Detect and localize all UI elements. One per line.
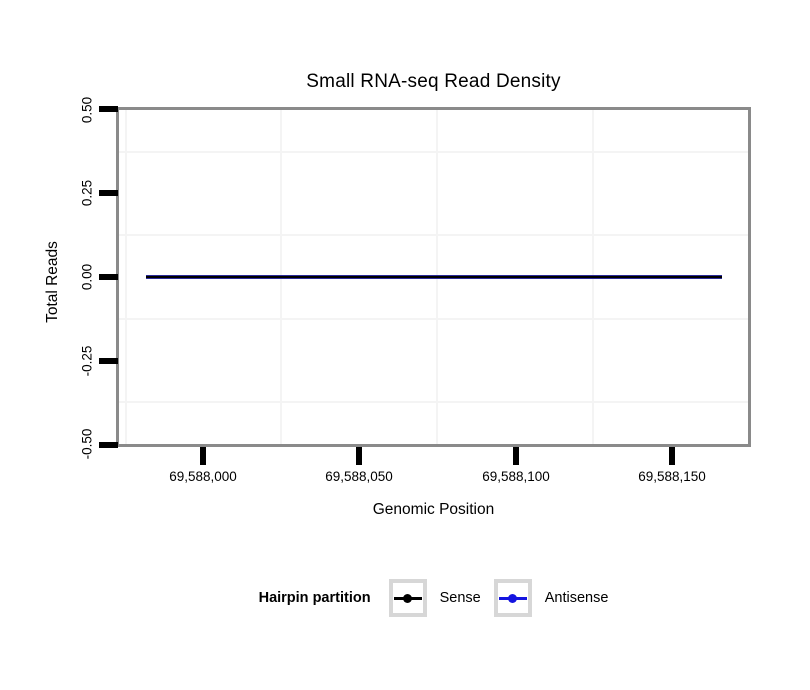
y-tick-mark <box>99 106 118 112</box>
y-tick-mark <box>99 274 118 280</box>
legend-key-sense <box>388 579 427 617</box>
y-tick-label: 0.25 <box>79 179 95 207</box>
sense-point-swatch-icon <box>403 593 413 603</box>
plot-panel <box>116 107 751 447</box>
gridline-horizontal <box>119 317 748 320</box>
x-tick-mark <box>669 447 675 465</box>
x-tick-label: 69,588,050 <box>325 469 393 484</box>
legend-title: Hairpin partition <box>258 590 371 606</box>
sense-line <box>146 276 723 278</box>
gridline-vertical <box>124 110 127 444</box>
gridline-horizontal <box>119 234 748 237</box>
plot-area <box>119 110 748 444</box>
legend: Hairpin partition Sense Antisense <box>116 579 751 617</box>
x-tick-mark <box>513 447 519 465</box>
y-tick-label: -0.50 <box>79 428 95 460</box>
y-tick-label: 0.00 <box>79 263 95 291</box>
legend-key-antisense <box>493 579 532 617</box>
y-tick-mark <box>99 442 118 448</box>
antisense-line <box>146 275 723 279</box>
antisense-point-swatch-icon <box>508 593 518 603</box>
chart-title: Small RNA-seq Read Density <box>306 71 561 92</box>
gridline-horizontal <box>119 150 748 153</box>
y-axis-title: Total Reads <box>44 241 61 323</box>
x-tick-mark <box>200 447 206 465</box>
x-tick-label: 69,588,150 <box>638 469 706 484</box>
y-tick-mark <box>99 190 118 196</box>
x-axis-title: Genomic Position <box>372 501 495 518</box>
x-tick-label: 69,588,000 <box>169 469 237 484</box>
y-tick-mark <box>99 358 118 364</box>
legend-label-antisense: Antisense <box>544 590 609 606</box>
y-tick-label: -0.25 <box>79 345 95 377</box>
gridline-horizontal <box>119 401 748 404</box>
x-tick-mark <box>356 447 362 465</box>
legend-label-sense: Sense <box>439 590 481 606</box>
x-tick-label: 69,588,100 <box>482 469 550 484</box>
y-tick-label: 0.50 <box>79 96 95 124</box>
